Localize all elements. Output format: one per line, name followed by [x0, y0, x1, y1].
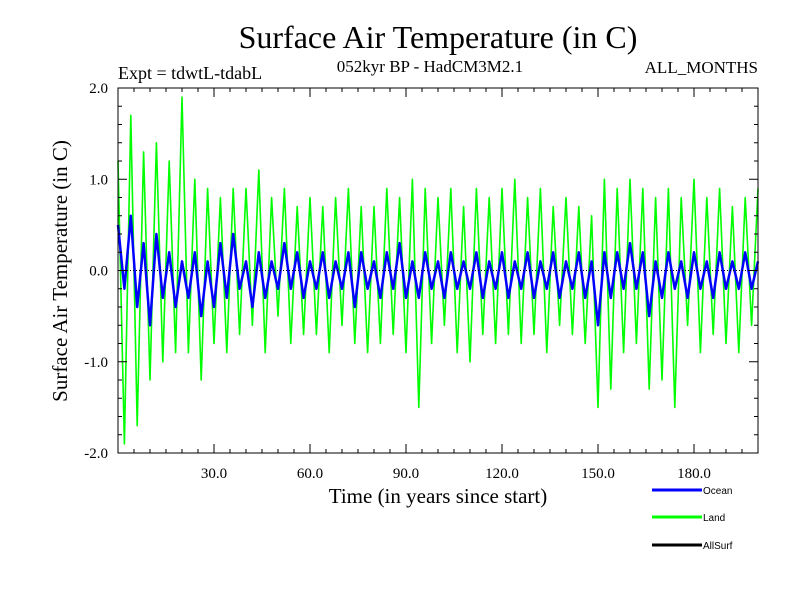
- land-series-line: [117, 96, 759, 445]
- x-tick-label: 150.0: [581, 466, 615, 482]
- legend-label-land: Land: [703, 513, 725, 524]
- x-axis: 30.0 60.0 90.0 120.0 150.0 180.0: [133, 88, 743, 482]
- chart-title: Surface Air Temperature (in C): [239, 19, 638, 55]
- legend: Ocean Land AllSurf: [652, 486, 733, 552]
- y-axis-label: Surface Air Temperature (in C): [48, 140, 72, 402]
- y-tick-label: -1.0: [84, 355, 108, 371]
- legend-label-ocean: Ocean: [703, 486, 732, 497]
- y-tick-label: -2.0: [84, 446, 108, 462]
- x-tick-label: 60.0: [297, 466, 323, 482]
- plot-area: [116, 96, 760, 445]
- months-label: ALL_MONTHS: [645, 58, 758, 77]
- legend-label-allsurf: AllSurf: [703, 541, 733, 552]
- x-tick-label: 90.0: [393, 466, 419, 482]
- x-tick-label: 30.0: [201, 466, 227, 482]
- x-axis-label: Time (in years since start): [329, 484, 548, 508]
- x-tick-label: 120.0: [485, 466, 519, 482]
- y-tick-label: 0.0: [89, 264, 108, 280]
- x-tick-label: 180.0: [677, 466, 711, 482]
- model-label: 052kyr BP - HadCM3M2.1: [337, 57, 523, 76]
- ocean-series-line: [116, 214, 760, 327]
- y-tick-label: 1.0: [89, 172, 108, 188]
- y-axis: -2.0 -1.0 0.0 1.0 2.0: [84, 81, 758, 462]
- y-tick-label: 2.0: [89, 81, 108, 97]
- experiment-label: Expt = tdwtL-tdabL: [118, 63, 262, 83]
